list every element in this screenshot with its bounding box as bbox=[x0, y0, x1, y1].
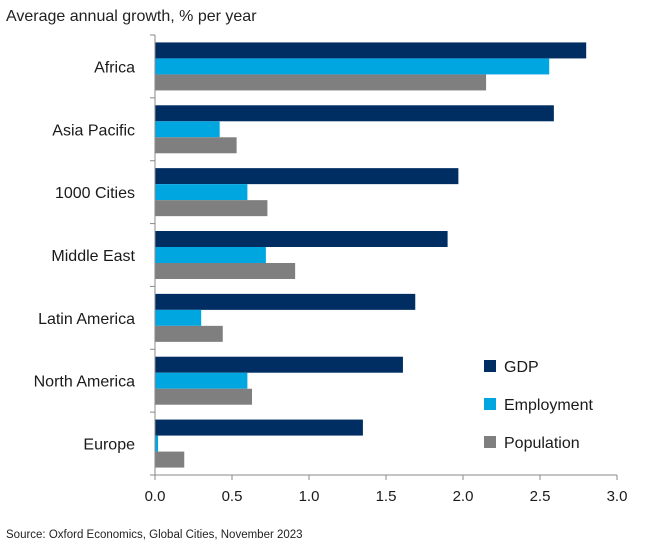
value-tick-label: 1.5 bbox=[376, 488, 397, 505]
bar-africa-population bbox=[155, 74, 487, 91]
value-tick-label: 2.0 bbox=[453, 488, 474, 505]
bar-asia-pacific-population bbox=[155, 137, 237, 154]
legend-label-gdp: GDP bbox=[504, 359, 539, 376]
bar-middle-east-gdp bbox=[155, 231, 448, 247]
bar-europe-gdp bbox=[155, 419, 363, 436]
category-label-latin-america: Latin America bbox=[38, 311, 135, 328]
plot-area bbox=[155, 42, 587, 468]
bar-latin-america-employment bbox=[155, 309, 202, 326]
bar-1000-cities-gdp bbox=[155, 168, 459, 185]
bar-middle-east-population bbox=[155, 263, 296, 279]
legend: GDP Employment Population bbox=[484, 359, 593, 452]
bar-asia-pacific-gdp bbox=[155, 105, 554, 122]
category-label-asia-pacific: Asia Pacific bbox=[52, 122, 135, 139]
bar-europe-population bbox=[155, 451, 185, 468]
bar-1000-cities-employment bbox=[155, 184, 248, 201]
legend-swatch-population bbox=[484, 436, 496, 448]
value-axis: 0.0 0.5 1.0 1.5 2.0 2.5 3.0 bbox=[145, 474, 628, 505]
legend-label-population: Population bbox=[504, 435, 580, 452]
bar-africa-gdp bbox=[155, 42, 587, 59]
bar-latin-america-population bbox=[155, 325, 223, 342]
bar-middle-east-employment bbox=[155, 247, 266, 263]
bar-1000-cities-population bbox=[155, 200, 268, 217]
category-label-africa: Africa bbox=[94, 59, 135, 76]
value-tick-label: 1.0 bbox=[299, 488, 320, 505]
legend-swatch-gdp bbox=[484, 360, 496, 372]
source-note: Source: Oxford Economics, Global Cities,… bbox=[6, 529, 303, 541]
category-axis: Africa Asia Pacific 1000 Cities Middle East… bbox=[34, 34, 156, 476]
chart-subtitle: Average annual growth, % per year bbox=[6, 8, 257, 25]
category-label-1000-cities: 1000 Cities bbox=[55, 185, 135, 202]
category-label-middle-east: Middle East bbox=[51, 248, 135, 265]
bar-europe-employment bbox=[155, 435, 159, 452]
bar-north-america-gdp bbox=[155, 356, 403, 373]
bar-latin-america-gdp bbox=[155, 293, 416, 310]
value-tick-label: 0.5 bbox=[222, 488, 243, 505]
category-label-europe: Europe bbox=[83, 437, 135, 454]
bar-north-america-population bbox=[155, 388, 253, 405]
legend-label-employment: Employment bbox=[504, 397, 593, 414]
value-tick-label: 0.0 bbox=[145, 488, 166, 505]
value-tick-label: 2.5 bbox=[530, 488, 551, 505]
bar-north-america-employment bbox=[155, 372, 248, 389]
legend-swatch-employment bbox=[484, 398, 496, 410]
bar-africa-employment bbox=[155, 58, 550, 75]
category-label-north-america: North America bbox=[34, 374, 135, 391]
value-tick-label: 3.0 bbox=[607, 488, 628, 505]
bar-asia-pacific-employment bbox=[155, 121, 220, 138]
